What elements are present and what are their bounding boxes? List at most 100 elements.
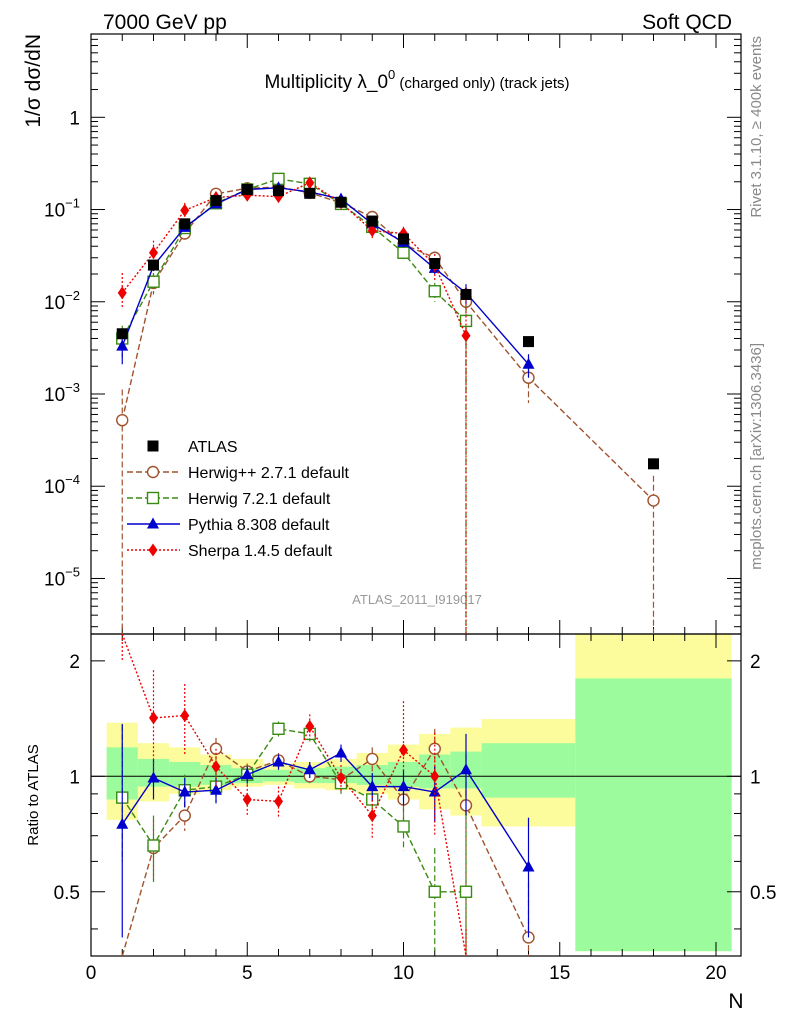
x-tick-label: 5 [242,963,253,984]
ratio-point-sherpa [274,794,283,808]
ratio-point-herwig7 [272,722,285,736]
x-tick-label: 20 [705,963,726,984]
y-tick-label-base: 10 [44,201,65,222]
ratio-point-sherpa [211,760,221,774]
ratio-point-pythia [272,755,285,767]
x-axis-label: N [728,990,743,1013]
ratio-point-sherpa [242,793,252,807]
ratio-point-sherpa [336,771,346,785]
ratio-point-pythia [460,763,472,775]
main-point-atlas [429,257,441,269]
legend-marker-atlas [147,440,159,452]
x-tick-label: 0 [86,963,97,984]
ratio-y-tick-label-right: 1 [750,767,761,788]
legend-marker-herwig7 [146,491,160,505]
y-tick-label-base: 10 [44,477,65,498]
legend-label-herwig7: Herwig 7.2.1 default [188,491,331,508]
ratio-point-herwigpp [366,752,379,766]
ratio-y-label: Ratio to ATLAS [25,744,42,845]
legend-label-atlas: ATLAS [188,439,238,456]
main-series [116,172,660,634]
legend-marker-sherpa [148,543,158,557]
y-tick-label: 10−2 [44,288,80,314]
main-point-sherpa [367,224,377,238]
y-tick-label-exponent: −4 [65,472,80,487]
ratio-point-pythia [147,771,160,783]
main-point-atlas [273,185,284,197]
y-tick-label: 1 [69,108,80,129]
ratio-point-pythia [366,780,379,792]
ratio-point-pythia [178,785,191,797]
main-point-atlas [398,233,409,245]
watermark: ATLAS_2011_I919017 [352,592,482,607]
y-tick-label-base: 10 [44,569,65,590]
main-point-sherpa [305,176,315,190]
x-tick-label: 15 [549,963,570,984]
legend-label-sherpa: Sherpa 1.4.5 default [188,543,333,560]
main-point-sherpa [180,203,190,217]
main-point-pythia [522,357,535,369]
ratio-point-pythia [210,783,222,795]
main-title-sup: 0 [388,67,395,82]
y-tick-label: 10−5 [44,564,80,590]
main-point-atlas [366,215,378,227]
main-y-label: 1/σ dσ/dN [22,34,45,128]
ratio-point-pythia [428,785,441,797]
band-inner [575,678,732,952]
band-inner [481,743,576,798]
ratio-point-sherpa [180,709,190,723]
y-tick-label: 10−4 [44,472,80,498]
main-point-sherpa [149,246,158,260]
main-line-herwig7 [121,178,467,339]
main-line-sherpa [121,181,467,336]
legend-marker-herwigpp [146,465,160,479]
main-point-herwig7 [147,275,160,288]
ratio-point-pythia [335,746,347,758]
main-point-atlas [304,187,316,199]
main-point-sherpa [117,286,127,300]
y-tick-label-base: 10 [44,385,65,406]
ratio-point-sherpa [367,809,377,823]
main-point-herwigpp [647,494,660,507]
ratio-point-herwig7 [147,839,160,852]
header-left: 7000 GeV pp [103,11,227,34]
ratio-point-sherpa [399,743,408,757]
main-point-atlas [179,218,191,230]
main-point-pythia [116,339,129,351]
ratio-point-pythia [116,817,129,829]
main-point-herwig7 [397,246,410,259]
legend-label-herwigpp: Herwig++ 2.7.1 default [188,465,350,482]
header-right: Soft QCD [642,11,732,34]
ratio-point-pythia [303,763,316,775]
legend-marker-pythia [147,517,159,529]
ratio-y-tick-label: 2 [69,652,80,673]
main-title: Multiplicity λ_00 (charged only) (track … [264,67,569,93]
ratio-y-tick-label: 1 [69,767,80,788]
main-point-herwig7 [428,285,441,298]
ratio-line-herwig7 [121,728,466,893]
ratio-point-sherpa [149,711,158,725]
ratio-point-pythia [241,768,254,780]
y-tick-label-exponent: −3 [65,380,80,395]
y-tick-label-base: 10 [44,293,65,314]
main-point-herwigpp [116,413,129,427]
main-point-atlas [523,336,534,348]
uncertainty-bands [106,634,732,952]
y-tick-label-exponent: −5 [65,564,80,579]
ratio-y-tick-label-right: 0.5 [750,883,776,904]
y-tick-label: 10−1 [44,196,80,222]
ratio-y-tick-label: 0.5 [54,883,80,904]
ratio-point-herwig7 [397,820,410,833]
ratio-point-pythia [397,780,410,792]
y-tick-label-exponent: −1 [65,196,80,211]
main-title-sub: (charged only) (track jets) [395,75,569,92]
y-tick-label-exponent: −2 [65,288,80,303]
x-tick-label: 10 [393,963,414,984]
main-point-sherpa [461,329,471,343]
y-tick-label-base: 1 [69,108,80,129]
main-point-atlas [335,196,347,208]
ratio-frame [90,633,742,957]
main-point-atlas [241,183,253,195]
ratio-series [116,633,535,957]
